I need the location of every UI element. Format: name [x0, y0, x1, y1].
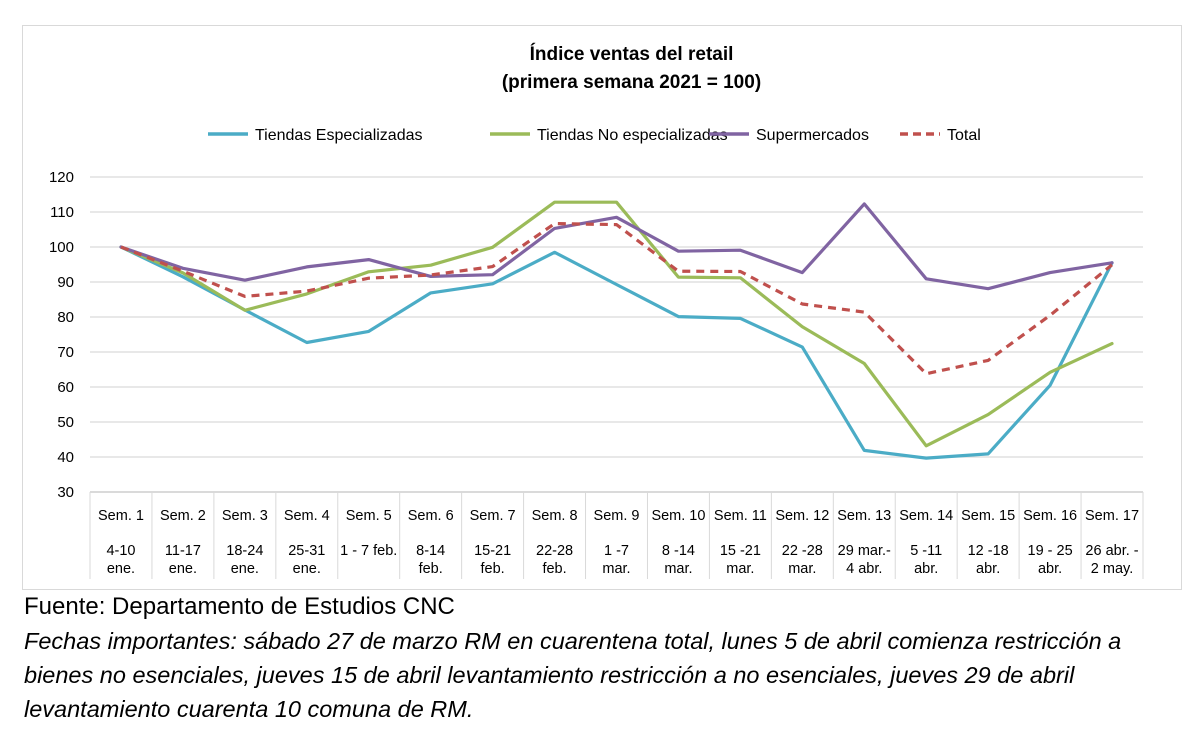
category-dates-7: 15-21: [474, 543, 511, 559]
y-tick-80: 80: [57, 309, 74, 326]
legend-label-1: Tiendas Especializadas: [255, 127, 423, 144]
category-dates-1: 4-10: [106, 543, 135, 559]
category-week-2: Sem. 2: [160, 508, 206, 524]
category-week-11: Sem. 11: [714, 508, 767, 524]
category-dates-5: 1 - 7 feb.: [340, 543, 397, 559]
category-month-15: abr.: [976, 561, 1000, 577]
category-dates-14: 5 -11: [910, 543, 942, 559]
legend-label-4: Total: [947, 127, 981, 144]
category-week-5: Sem. 5: [346, 508, 392, 524]
category-week-12: Sem. 12: [775, 508, 829, 524]
series-line-2: [119, 200, 1114, 448]
category-dates-9: 1 -7: [604, 543, 629, 559]
category-month-3: ene.: [231, 561, 259, 577]
y-tick-70: 70: [57, 344, 74, 361]
line-chart: Índice ventas del retail (primera semana …: [49, 43, 1144, 579]
category-dates-11: 15 -21: [720, 543, 761, 559]
source-text: Fuente: Departamento de Estudios CNC: [24, 593, 455, 620]
chart-footer: Fuente: Departamento de Estudios CNC Fec…: [24, 592, 1184, 726]
legend-label-2: Tiendas No especializadas: [537, 127, 728, 144]
category-month-11: mar.: [726, 561, 754, 577]
category-month-17: 2 may.: [1091, 561, 1133, 577]
y-tick-90: 90: [57, 274, 74, 291]
category-week-15: Sem. 15: [961, 508, 1015, 524]
category-week-14: Sem. 14: [899, 508, 953, 524]
category-week-6: Sem. 6: [408, 508, 454, 524]
category-dates-13: 29 mar.-: [838, 543, 891, 559]
chart-title: Índice ventas del retail: [530, 43, 734, 65]
chart-frame: Índice ventas del retail (primera semana …: [22, 25, 1182, 590]
y-tick-120: 120: [49, 169, 74, 186]
category-dates-6: 8-14: [416, 543, 445, 559]
category-dates-10: 8 -14: [662, 543, 695, 559]
category-month-9: mar.: [602, 561, 630, 577]
y-tick-110: 110: [50, 204, 74, 221]
category-dates-8: 22-28: [536, 543, 573, 559]
category-week-3: Sem. 3: [222, 508, 268, 524]
category-month-13: 4 abr.: [846, 561, 882, 577]
category-week-17: Sem. 17: [1085, 508, 1139, 524]
category-month-7: feb.: [481, 561, 505, 577]
category-week-1: Sem. 1: [98, 508, 144, 524]
category-week-4: Sem. 4: [284, 508, 330, 524]
category-month-1: ene.: [107, 561, 135, 577]
category-week-7: Sem. 7: [470, 508, 516, 524]
category-month-6: feb.: [419, 561, 443, 577]
category-month-8: feb.: [542, 561, 566, 577]
y-tick-40: 40: [57, 449, 74, 466]
category-dates-17: 26 abr. -: [1085, 543, 1138, 559]
category-week-10: Sem. 10: [651, 508, 705, 524]
category-dates-2: 11-17: [165, 543, 201, 559]
series-line-1: [119, 245, 1114, 460]
category-month-2: ene.: [169, 561, 197, 577]
y-tick-50: 50: [57, 414, 74, 431]
notes-text: Fechas importantes: sábado 27 de marzo R…: [24, 628, 1122, 722]
category-week-13: Sem. 13: [837, 508, 891, 524]
y-tick-30: 30: [57, 484, 74, 501]
category-month-14: abr.: [914, 561, 938, 577]
category-month-10: mar.: [664, 561, 692, 577]
y-tick-60: 60: [57, 379, 74, 396]
series-line-4: [120, 222, 1114, 376]
category-dates-12: 22 -28: [782, 543, 823, 559]
category-dates-15: 12 -18: [968, 543, 1009, 559]
category-week-8: Sem. 8: [532, 508, 578, 524]
category-dates-4: 25-31: [288, 543, 325, 559]
legend-label-3: Supermercados: [756, 127, 869, 144]
category-dates-16: 19 - 25: [1028, 543, 1073, 559]
category-week-9: Sem. 9: [594, 508, 640, 524]
chart-subtitle: (primera semana 2021 = 100): [502, 72, 761, 93]
category-month-12: mar.: [788, 561, 816, 577]
category-week-16: Sem. 16: [1023, 508, 1077, 524]
category-dates-3: 18-24: [226, 543, 263, 559]
category-month-4: ene.: [293, 561, 321, 577]
series-line-3: [119, 202, 1114, 291]
category-month-16: abr.: [1038, 561, 1062, 577]
y-tick-100: 100: [49, 239, 74, 256]
